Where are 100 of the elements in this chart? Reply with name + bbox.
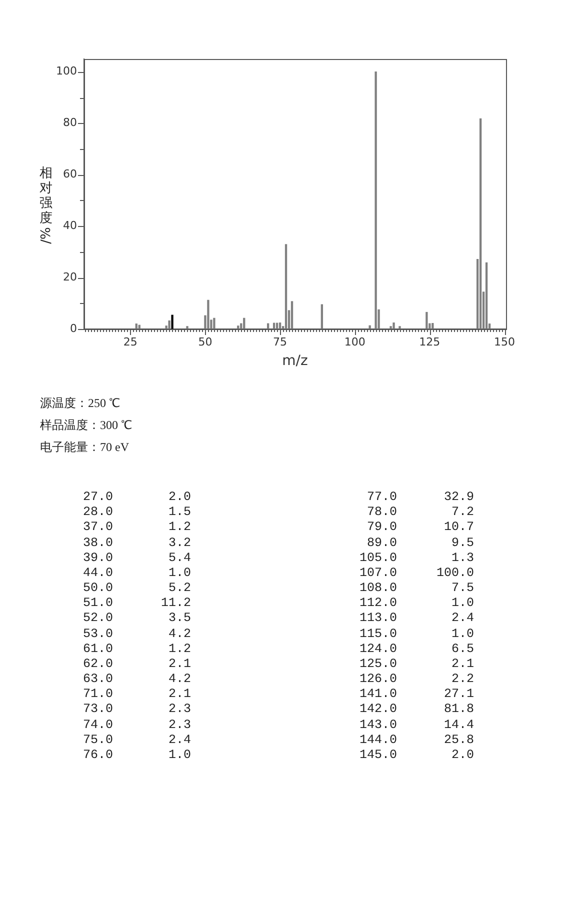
text: 141.0 [358,687,397,702]
bar [485,262,488,329]
text: 1.2 [167,642,191,657]
text: 108.0 [358,581,397,596]
text: 4.2 [167,672,191,688]
text: 73.0 [82,702,113,718]
text: 61.0 [82,642,113,657]
y-tick-label: 40 [63,219,77,232]
text: 1.0 [450,596,474,612]
x-axis-title: m/z [282,353,308,370]
text: 9.5 [450,536,474,551]
bar [390,326,392,329]
x-tick-label: 100 [344,335,366,348]
text: 62.0 [82,656,113,672]
text: 100.0 [435,566,474,582]
bar [237,326,240,329]
text: 5.2 [167,581,191,596]
text: 2.3 [167,702,191,718]
x-tick-label: 50 [198,335,212,348]
y-tick-label: 80 [63,116,77,130]
text: 51.0 [82,596,113,612]
y-tick-label: 100 [56,64,77,78]
text: 3.5 [167,611,191,627]
text: 75.0 [82,732,113,748]
bar [392,322,395,329]
text: 14.4 [442,718,474,733]
bar [213,318,216,329]
x-tick-label: 75 [273,335,288,348]
bar [266,323,270,329]
text: 2.2 [450,672,474,688]
text: 76.0 [82,748,113,764]
bar [171,314,174,329]
bar [278,322,282,329]
text: 27.1 [442,687,474,702]
text: 5.4 [167,550,191,566]
text: 81.8 [442,702,474,718]
text: 7.2 [450,505,474,520]
text: 112.0 [358,596,397,612]
bar [432,323,434,329]
text: 126.0 [358,672,397,688]
text: 1.3 [450,550,474,566]
text: 样品温度：300 ℃ [40,417,132,434]
text: 源温度：250 ℃ [40,395,121,412]
x-tick-label: 125 [419,335,440,348]
text: 电子能量：70 eV [40,439,130,456]
x-tick-label: 150 [494,335,516,348]
bar [186,326,188,329]
bar [207,300,210,329]
text: 1.0 [167,748,191,764]
text: 89.0 [366,536,397,551]
y-tick-label: 60 [63,168,77,181]
text: 142.0 [358,702,397,718]
text: 74.0 [82,718,113,733]
bar [368,325,371,329]
text: 1.2 [167,520,191,536]
text: 145.0 [358,748,397,764]
text: 38.0 [82,536,113,551]
x-tick-label: 25 [123,335,138,348]
text: 3.2 [167,536,191,551]
text: 4.2 [167,626,191,642]
text: 2.1 [450,656,474,672]
text: 124.0 [358,642,397,657]
bar [479,118,482,329]
text: 11.2 [160,596,191,612]
text: 79.0 [366,520,397,536]
text: 1.5 [167,505,191,520]
bar [168,320,170,329]
text: 37.0 [82,520,113,536]
text: 107.0 [358,566,397,582]
text: 2.4 [167,732,191,748]
text: 115.0 [358,626,397,642]
y-tick-label: 20 [63,270,77,284]
text: 10.7 [442,520,474,536]
bar [398,326,401,329]
bar [290,301,294,329]
text: 28.0 [82,505,113,520]
text: 6.5 [450,642,474,657]
y-axis-title: 相对强度/% [38,166,54,244]
text: 2.3 [167,718,191,733]
text: 7.5 [450,581,474,596]
bar [272,322,276,329]
bar [320,304,324,329]
bar [138,324,140,329]
bar [426,312,428,329]
text: 2.1 [167,656,191,672]
y-tick-label: 0 [70,322,77,335]
text: 27.0 [82,490,113,506]
text: 105.0 [358,550,397,566]
text: 63.0 [82,672,113,688]
text: 77.0 [366,490,397,506]
text: 50.0 [82,581,113,596]
text: 2.4 [450,611,474,627]
text: 53.0 [82,626,113,642]
text: 2.0 [450,748,474,764]
text: 71.0 [82,687,113,702]
bar [374,72,377,329]
bar [276,322,278,329]
bar [243,318,246,329]
text: 32.9 [442,490,474,506]
text: 78.0 [366,505,397,520]
